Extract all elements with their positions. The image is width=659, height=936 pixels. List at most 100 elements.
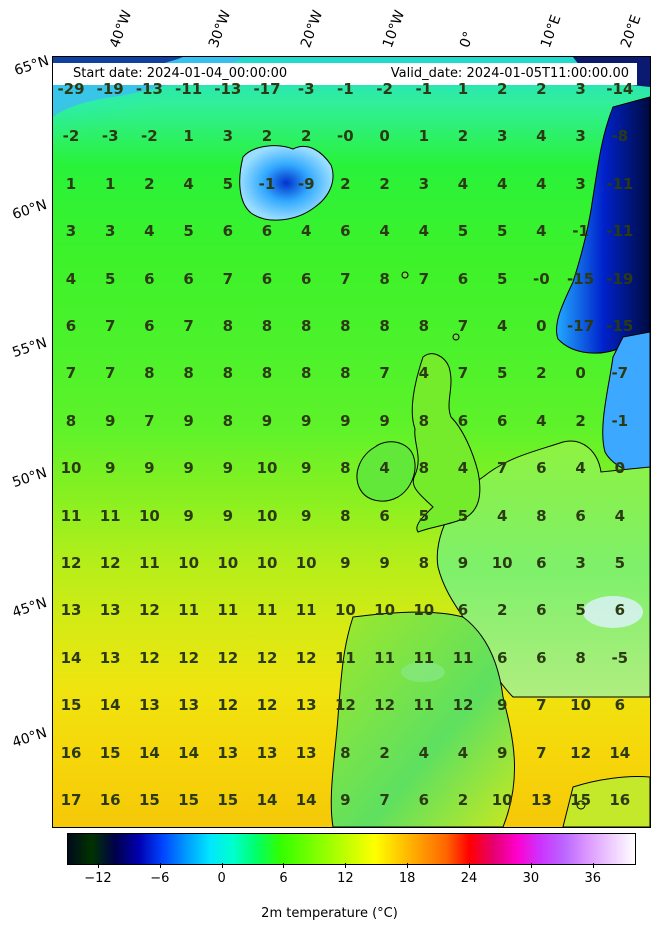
grid-value-label: -13	[214, 80, 242, 98]
colorbar-tick-label: 0	[217, 871, 226, 886]
grid-value-label: 12	[138, 648, 160, 667]
grid-value-label: 14	[99, 696, 121, 715]
grid-value-label: 9	[300, 459, 312, 478]
grid-value-label: 6	[261, 269, 273, 288]
grid-value-label: 4	[183, 174, 194, 193]
grid-value-label: 6	[614, 601, 626, 620]
grid-value-label: -11	[175, 80, 203, 98]
grid-value-label: 4	[496, 174, 508, 193]
faroe-islands	[401, 271, 409, 279]
grid-value-label: 1	[183, 127, 194, 146]
grid-value-label: 4	[457, 174, 469, 193]
grid-value-label: 11	[452, 648, 474, 667]
grid-value-label: 6	[340, 222, 351, 241]
grid-value-label: 7	[496, 459, 508, 478]
grid-value-label: 13	[60, 601, 82, 620]
grid-value-label: 2	[536, 80, 547, 98]
grid-value-label: 6	[536, 601, 547, 620]
grid-value-label: 6	[144, 269, 155, 288]
grid-value-label: 5	[496, 269, 508, 288]
grid-value-label: 11	[178, 601, 200, 620]
grid-value-label: 4	[575, 459, 586, 478]
grid-value-label: 9	[379, 554, 390, 572]
colorbar-title: 2m temperature (°C)	[261, 906, 398, 921]
grid-value-label: 7	[144, 411, 155, 430]
grid-value-label: 3	[575, 80, 586, 98]
grid-value-label: 14	[256, 791, 278, 809]
grid-value-label: 2	[340, 174, 351, 193]
grid-value-label: 8	[379, 317, 390, 335]
grid-value-label: 9	[183, 459, 194, 478]
grid-value-label: 6	[496, 411, 508, 430]
grid-value-label: 4	[379, 459, 390, 478]
grid-value-label: 10	[413, 601, 435, 620]
grid-value-label: 10	[256, 506, 278, 525]
grid-value-label: 4	[496, 506, 508, 525]
grid-value-label: 6	[418, 791, 430, 809]
grid-value-label: 8	[575, 648, 586, 667]
grid-value-label: 4	[536, 411, 547, 430]
grid-value-label: 8	[340, 459, 351, 478]
grid-value-label: 6	[183, 269, 194, 288]
grid-value-label: 5	[104, 269, 116, 288]
grid-value-label: 14	[60, 648, 82, 667]
grid-value-label: 6	[536, 648, 547, 667]
iceland-landmass	[239, 145, 334, 221]
grid-value-label: 13	[295, 743, 317, 762]
grid-value-label: 9	[222, 506, 234, 525]
grid-value-label: 6	[614, 696, 626, 715]
grid-value-label: 10	[295, 554, 317, 572]
grid-value-label: 9	[379, 411, 390, 430]
colorbar-tick-label: 12	[337, 871, 354, 886]
grid-value-label: 6	[457, 411, 469, 430]
grid-value-label: 5	[614, 554, 626, 572]
grid-value-label: 10	[60, 459, 82, 478]
grid-value-label: 8	[418, 317, 430, 335]
grid-value-label: 12	[60, 554, 82, 572]
grid-value-label: 13	[256, 743, 278, 762]
map-header: Start date: 2024-01-04_00:00:00 Valid_da…	[53, 63, 637, 85]
colorbar-tick-mark	[345, 863, 347, 868]
grid-value-label: 0	[614, 459, 626, 478]
grid-value-label: 7	[457, 317, 469, 335]
grid-value-label: 7	[104, 317, 116, 335]
grid-value-label: 12	[256, 648, 278, 667]
grid-value-label: 1	[65, 174, 77, 193]
grid-value-label: 5	[496, 364, 508, 383]
lat-label: 55°N	[10, 334, 49, 362]
north-africa-landmass	[562, 776, 650, 827]
grid-value-label: -1	[572, 222, 589, 241]
grid-value-label: 15	[60, 696, 82, 715]
grid-value-label: 8	[340, 506, 351, 525]
grid-value-label: 11	[138, 554, 160, 572]
grid-value-label: 12	[217, 648, 239, 667]
grid-value-label: 17	[60, 791, 82, 809]
grid-value-label: 9	[496, 696, 508, 715]
grid-value-label: 2	[575, 411, 586, 430]
grid-value-label: 7	[104, 364, 116, 383]
grid-value-label: 3	[418, 174, 430, 193]
grid-value-label: 9	[496, 743, 508, 762]
grid-value-label: 6	[144, 317, 155, 335]
grid-value-label: 9	[340, 791, 351, 809]
colorbar	[67, 833, 636, 865]
grid-value-label: 15	[217, 791, 239, 809]
grid-value-label: 0	[536, 317, 547, 335]
grid-value-label: 2	[536, 364, 547, 383]
lat-label: 60°N	[10, 196, 49, 224]
grid-value-label: 8	[222, 364, 234, 383]
grid-value-label: 4	[418, 743, 430, 762]
grid-value-label: -7	[611, 364, 629, 383]
grid-value-label: 9	[104, 411, 116, 430]
grid-value-label: 6	[300, 269, 312, 288]
grid-value-label: 8	[379, 269, 390, 288]
balearic-island	[576, 800, 586, 810]
grid-value-label: 5	[457, 506, 469, 525]
grid-value-label: 4	[496, 317, 508, 335]
grid-value-label: 11	[295, 601, 317, 620]
grid-value-label: 9	[300, 411, 312, 430]
grid-value-label: 13	[178, 696, 200, 715]
great-britain-landmass	[411, 353, 481, 533]
grid-value-label: 12	[374, 696, 396, 715]
